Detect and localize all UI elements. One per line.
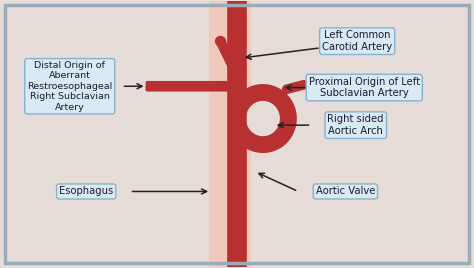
Ellipse shape [228, 81, 244, 92]
Text: Aortic Valve: Aortic Valve [316, 187, 375, 196]
FancyBboxPatch shape [228, 0, 246, 268]
Text: Proximal Origin of Left
Subclavian Artery: Proximal Origin of Left Subclavian Arter… [309, 77, 420, 98]
FancyBboxPatch shape [146, 81, 234, 92]
Circle shape [215, 36, 226, 46]
Bar [209, 1, 251, 267]
Text: Right sided
Aortic Arch: Right sided Aortic Arch [328, 114, 384, 136]
FancyBboxPatch shape [228, 0, 246, 268]
Polygon shape [229, 84, 297, 153]
Text: Left Common
Carotid Artery: Left Common Carotid Artery [322, 30, 392, 52]
Text: Esophagus: Esophagus [59, 187, 113, 196]
FancyBboxPatch shape [228, 0, 246, 268]
Polygon shape [246, 101, 280, 136]
Text: Distal Origin of
Aberrant
Restroesophageal
Right Subclavian
Artery: Distal Origin of Aberrant Restroesophage… [27, 61, 112, 111]
